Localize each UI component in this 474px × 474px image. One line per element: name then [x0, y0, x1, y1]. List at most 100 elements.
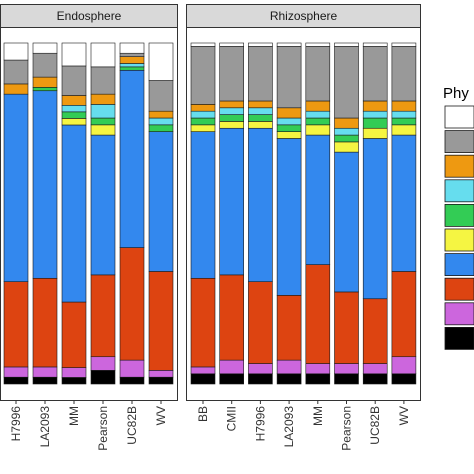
bar-segment [276, 46, 302, 109]
stacked-bar [119, 42, 145, 385]
bar-segment [362, 138, 388, 300]
bar-segment [3, 376, 29, 385]
bar-segment [248, 100, 273, 109]
bar-segment [119, 56, 145, 64]
bar-segment [32, 90, 58, 279]
x-tick-label: Pearson [340, 406, 354, 451]
x-tick-label: CMII [225, 406, 239, 431]
bar-segment [219, 42, 244, 47]
bar-segment [305, 117, 331, 126]
bar-segment [334, 373, 359, 385]
bar-segment [362, 298, 388, 364]
x-tick-label: LA2093 [282, 406, 296, 448]
bar-segment [90, 104, 116, 119]
bar-segment [334, 363, 359, 375]
stacked-bar [248, 42, 273, 385]
facet-strip-label: Endosphere [57, 9, 122, 23]
stacked-bar [362, 42, 388, 385]
stacked-bar [305, 42, 331, 385]
x-tick-label: LA2093 [38, 406, 52, 448]
bar-segment [90, 93, 116, 105]
legend-key [444, 326, 474, 350]
bar-segment [334, 42, 359, 47]
bar-segment [3, 281, 29, 368]
bar-segment [190, 42, 216, 47]
bar-segment [362, 127, 388, 139]
bar-segment [305, 363, 331, 375]
bar-segment [61, 367, 87, 378]
bar-segment [119, 69, 145, 248]
x-tick-label: UC82B [368, 406, 382, 445]
x-tick-label: Pearson [96, 406, 110, 451]
bar-segment [305, 124, 331, 136]
bar-segment [219, 107, 244, 115]
bar-segment [32, 87, 58, 92]
bar-segment [119, 247, 145, 361]
bar-segment [305, 46, 331, 102]
bar-segment [32, 52, 58, 78]
bar-segment [391, 110, 417, 119]
bar-segment [219, 46, 244, 102]
x-tick-label: WV [397, 406, 411, 425]
legend-key [444, 130, 474, 154]
bar-segment [362, 363, 388, 375]
bar-segment [248, 46, 273, 102]
bar-segment [219, 121, 244, 129]
bar-segment [248, 281, 273, 364]
legend-key [444, 203, 474, 227]
bar-segment [334, 117, 359, 129]
legend-key [444, 154, 474, 178]
legend-key [444, 105, 474, 129]
bar-segment [148, 124, 174, 132]
stacked-bar [276, 42, 302, 385]
bar-segment [334, 127, 359, 136]
bar-segment [305, 264, 331, 364]
bar-segment [32, 376, 58, 385]
bar-segment [3, 42, 29, 61]
stacked-bar [61, 42, 87, 385]
bar-segment [334, 141, 359, 153]
bar-segment [362, 117, 388, 129]
bar-segment [391, 117, 417, 126]
stacked-bar [148, 42, 174, 385]
bar-segment [190, 131, 216, 279]
bar-segment [391, 356, 417, 375]
bar-segment [391, 42, 417, 47]
bar-segment [3, 59, 29, 85]
bar-segment [190, 366, 216, 375]
legend-key [444, 277, 474, 301]
bar-segment [61, 301, 87, 368]
bar-segment [148, 80, 174, 112]
bar-segment [362, 110, 388, 119]
bar-segment [32, 277, 58, 368]
bar-segment [305, 110, 331, 119]
bar-segment [219, 114, 244, 122]
x-tick-label: H7996 [9, 406, 23, 442]
legend-key [444, 179, 474, 203]
bar-segment [248, 42, 273, 47]
stacked-bar [334, 42, 359, 385]
bar-segment [248, 127, 273, 282]
stacked-bar [32, 42, 58, 385]
bar-segment [276, 131, 302, 139]
bar-segment [362, 373, 388, 385]
bar-segment [90, 66, 116, 95]
bar-segment [3, 93, 29, 283]
bar-segment [190, 117, 216, 126]
x-tick-label: WV [154, 406, 168, 425]
legend: Phy [443, 85, 474, 350]
bar-segment [391, 46, 417, 102]
bar-segment [276, 124, 302, 132]
bar-segment [90, 124, 116, 136]
bar-segment [90, 117, 116, 126]
bar-segment [90, 274, 116, 358]
bar-segment [219, 359, 244, 375]
bar-segment [391, 100, 417, 112]
bar-segment [276, 117, 302, 126]
bar-segment [305, 373, 331, 385]
bar-segment [119, 66, 145, 71]
stacked-bar [219, 42, 244, 385]
bar-segment [305, 100, 331, 112]
bar-segment [190, 104, 216, 112]
